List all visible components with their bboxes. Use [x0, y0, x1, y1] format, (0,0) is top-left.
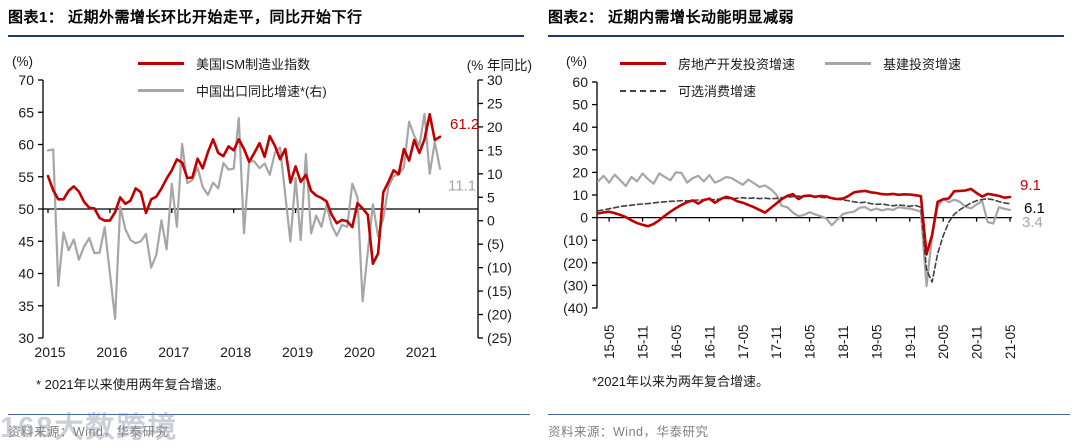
legend-row-2: 可选消费增速 — [620, 77, 961, 104]
svg-text:15-11: 15-11 — [636, 325, 651, 359]
svg-text:30: 30 — [18, 330, 34, 346]
china-export-line-swatch — [138, 89, 184, 92]
svg-text:10: 10 — [487, 166, 503, 182]
svg-text:61.2: 61.2 — [450, 116, 479, 133]
svg-text:17-05: 17-05 — [736, 324, 751, 359]
svg-text:19-11: 19-11 — [903, 325, 918, 359]
legend-label-consumption: 可选消费增速 — [678, 84, 757, 99]
svg-text:16-05: 16-05 — [669, 324, 684, 359]
figure1-line-chart: 706560555045403530302520151050(5)(10)(15… — [18, 72, 512, 360]
svg-text:9.1: 9.1 — [1020, 177, 1041, 194]
svg-text:20: 20 — [487, 119, 503, 135]
svg-text:10: 10 — [572, 187, 588, 203]
svg-text:21-05: 21-05 — [1003, 324, 1018, 359]
figure1-legend: 美国ISM制造业指数 中国出口同比增速*(右) — [138, 50, 327, 104]
svg-text:55: 55 — [18, 169, 34, 185]
svg-text:2019: 2019 — [282, 344, 313, 360]
svg-text:19-05: 19-05 — [869, 324, 884, 359]
svg-text:5: 5 — [487, 189, 495, 205]
svg-text:6.1: 6.1 — [1024, 200, 1045, 217]
svg-text:(15): (15) — [487, 283, 512, 299]
svg-text:(10): (10) — [487, 260, 512, 276]
svg-text:(25): (25) — [487, 330, 512, 346]
ism-line-swatch — [138, 62, 184, 65]
figure1-panel: 图表1： 近期外需增长环比开始走平，同比开始下行 (%) (% 年同比) 美国I… — [0, 6, 532, 444]
property-line-swatch — [620, 62, 666, 65]
svg-text:15: 15 — [487, 142, 503, 158]
figure2-source-divider — [548, 414, 1070, 415]
legend-label-infrastructure: 基建投资增速 — [883, 57, 962, 72]
svg-text:(5): (5) — [487, 236, 504, 252]
svg-text:0: 0 — [580, 210, 588, 226]
legend-label-property: 房地产开发投资增速 — [678, 57, 796, 72]
figure2-title: 图表2： 近期内需增长动能明显减弱 — [548, 6, 1064, 37]
svg-text:60: 60 — [18, 137, 34, 153]
svg-text:2018: 2018 — [220, 344, 251, 360]
figure1-right-axis-unit: (% 年同比) — [466, 58, 532, 73]
svg-text:60: 60 — [572, 74, 588, 90]
svg-text:30: 30 — [572, 142, 588, 158]
svg-text:25: 25 — [487, 95, 503, 111]
figure2-y-axis-unit: (%) — [566, 54, 587, 69]
svg-text:2020: 2020 — [344, 344, 375, 360]
svg-text:(30): (30) — [563, 277, 588, 293]
svg-text:2016: 2016 — [96, 344, 127, 360]
legend-label-ism: 美国ISM制造业指数 — [196, 57, 311, 72]
figure2-panel: 图表2： 近期内需增长动能明显减弱 (%) 房地产开发投资增速 基建投资增速 可… — [540, 0, 1080, 448]
legend-item-china-export: 中国出口同比增速*(右) — [138, 77, 327, 104]
svg-text:3.4: 3.4 — [1022, 214, 1043, 231]
figure2-source: 资料来源：Wind，华泰研究 — [548, 425, 709, 439]
figure1-footnote: * 2021年以来使用两年复合增速。 — [36, 377, 230, 392]
infrastructure-line-swatch — [825, 62, 872, 65]
svg-text:18-11: 18-11 — [836, 325, 851, 359]
svg-text:20-05: 20-05 — [936, 324, 951, 359]
svg-text:0: 0 — [487, 213, 495, 229]
figure1-left-axis-unit: (%) — [12, 54, 33, 69]
figure2-footnote: *2021年以来为两年复合增速。 — [592, 374, 769, 389]
legend-label-china-export: 中国出口同比增速*(右) — [196, 84, 327, 99]
svg-text:70: 70 — [18, 72, 34, 88]
figure2-legend: 房地产开发投资增速 基建投资增速 可选消费增速 — [620, 50, 961, 104]
svg-text:40: 40 — [18, 266, 34, 282]
svg-text:(20): (20) — [563, 255, 588, 271]
svg-text:16-11: 16-11 — [702, 325, 717, 359]
consumption-line-swatch — [620, 89, 666, 92]
legend-row-1: 房地产开发投资增速 基建投资增速 — [620, 50, 961, 77]
svg-text:2017: 2017 — [158, 344, 189, 360]
svg-text:30: 30 — [487, 72, 503, 88]
svg-text:18-05: 18-05 — [803, 324, 818, 359]
svg-text:45: 45 — [18, 233, 34, 249]
svg-text:17-11: 17-11 — [769, 325, 784, 359]
svg-text:50: 50 — [572, 97, 588, 113]
svg-text:15-05: 15-05 — [602, 324, 617, 359]
svg-text:20-11: 20-11 — [970, 325, 985, 359]
figure1-source: 资料来源：Wind，华泰研究 — [8, 425, 169, 439]
svg-text:20: 20 — [572, 164, 588, 180]
svg-text:40: 40 — [572, 119, 588, 135]
legend-item-ism: 美国ISM制造业指数 — [138, 50, 327, 77]
svg-text:65: 65 — [18, 104, 34, 120]
svg-text:2015: 2015 — [34, 344, 65, 360]
figure1-title: 图表1： 近期外需增长环比开始走平，同比开始下行 — [8, 6, 524, 37]
svg-text:11.1: 11.1 — [448, 178, 476, 195]
figure2-line-chart: 60 50 40 30 20 10 0 (10) (20) (30) (40) 15-05 15-11 1… — [563, 74, 1045, 359]
svg-text:(40): (40) — [563, 300, 588, 316]
svg-text:2021: 2021 — [406, 344, 437, 360]
svg-text:50: 50 — [18, 201, 34, 217]
figure1-source-divider — [8, 414, 530, 415]
svg-text:(10): (10) — [563, 232, 588, 248]
svg-text:35: 35 — [18, 298, 34, 314]
svg-text:(20): (20) — [487, 307, 512, 323]
